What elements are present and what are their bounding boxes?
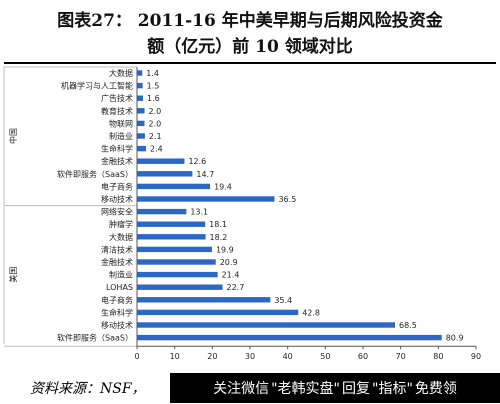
- banner-text-2: "老韩实盘": [271, 381, 340, 397]
- data-label: 2.1: [149, 132, 162, 141]
- group-label: 美国: [8, 267, 18, 283]
- data-label: 21.4: [222, 271, 240, 280]
- bar: [137, 145, 147, 152]
- bar: [137, 196, 275, 202]
- bar: [137, 234, 206, 240]
- category-label: 大数据: [109, 232, 133, 242]
- bar: [137, 322, 396, 328]
- x-tick-label: 90: [471, 352, 481, 361]
- data-label: 1.5: [147, 82, 160, 91]
- bar: [137, 297, 271, 303]
- banner-text-3: 回复: [342, 381, 370, 397]
- data-label: 36.5: [278, 195, 296, 204]
- category-label: 大数据: [109, 68, 133, 78]
- banner-text-4: "指标": [372, 381, 413, 397]
- group-label: 中国: [8, 128, 18, 144]
- bar: [137, 133, 145, 139]
- category-label: 移动技术: [101, 194, 133, 204]
- bar: [137, 183, 211, 190]
- data-label: 42.8: [302, 308, 320, 317]
- data-label: 2.0: [149, 119, 162, 128]
- category-label: 网络安全: [101, 207, 133, 217]
- category-label: 移动技术: [101, 320, 133, 330]
- data-label: 18.1: [209, 220, 227, 229]
- data-label: 20.9: [220, 258, 238, 267]
- category-label: LOHAS: [106, 283, 133, 292]
- bar: [137, 95, 144, 101]
- data-label: 19.4: [214, 182, 232, 191]
- category-label: 软件即服务（SaaS）: [57, 333, 133, 343]
- category-label: 广告技术: [101, 93, 133, 103]
- data-label: 1.6: [147, 94, 160, 103]
- x-tick-label: 60: [358, 352, 368, 361]
- data-label: 2.0: [149, 107, 162, 116]
- title-divider: [4, 62, 496, 64]
- bar: [137, 108, 145, 114]
- data-label: 12.6: [188, 157, 206, 166]
- category-label: 电子商务: [101, 181, 133, 191]
- bar: [137, 158, 185, 164]
- promo-banner: 关注微信 "老韩实盘" 回复 "指标" 免费领: [170, 373, 500, 403]
- data-label: 13.1: [190, 208, 208, 217]
- source-note: 资料来源：NSF，: [30, 381, 146, 397]
- bar: [137, 246, 212, 253]
- bar: [137, 334, 442, 341]
- data-label: 35.4: [274, 296, 292, 305]
- bar: [137, 284, 223, 290]
- footer: 资料来源：NSF， 关注微信 "老韩实盘" 回复 "指标" 免费领: [0, 372, 500, 404]
- bar: [137, 171, 193, 177]
- chart-title-line-2: 额（亿元）前 10 领域对比: [147, 37, 353, 57]
- data-label: 18.2: [210, 233, 228, 242]
- chart-area: 中国 大数据 1.4 机器学习与人工智能 1.5 广告技术 1.6 教育技术 2.0 物联网 2.0…: [0, 60, 500, 368]
- data-label: 80.9: [446, 334, 464, 343]
- bar: [137, 221, 206, 227]
- category-label: 清洁技术: [101, 244, 133, 254]
- x-tick-label: 0: [134, 352, 139, 361]
- banner-text-5: 免费领: [414, 381, 457, 397]
- data-label: 68.5: [399, 321, 417, 330]
- x-tick-label: 40: [283, 352, 293, 361]
- category-label: 金融技术: [101, 257, 133, 267]
- bar: [137, 208, 187, 215]
- category-label: 生命科学: [101, 144, 133, 154]
- category-label: 生命科学: [101, 307, 133, 317]
- category-label: 机器学习与人工智能: [61, 81, 133, 91]
- category-label: 肿瘤学: [109, 219, 133, 229]
- data-label: 1.4: [146, 69, 159, 78]
- x-tick-label: 30: [245, 352, 255, 361]
- chart-title-line-1: 图表27： 2011-16 年中美早期与后期风险投资金: [57, 11, 443, 31]
- x-tick-label: 10: [170, 352, 180, 361]
- bar: [137, 309, 299, 316]
- bar: [137, 271, 218, 278]
- category-label: 软件即服务（SaaS）: [57, 169, 133, 179]
- category-label: 金融技术: [101, 156, 133, 166]
- x-tick-label: 80: [433, 352, 443, 361]
- category-label: 制造业: [109, 270, 133, 280]
- x-tick-label: 50: [320, 352, 330, 361]
- bar: [137, 70, 143, 76]
- data-label: 22.7: [227, 283, 245, 292]
- x-tick-label: 70: [396, 352, 406, 361]
- data-label: 19.9: [216, 245, 234, 254]
- bar: [137, 259, 216, 265]
- data-label: 14.7: [196, 170, 214, 179]
- banner-text-1: 关注微信: [213, 381, 270, 397]
- category-label: 电子商务: [101, 295, 133, 305]
- data-label: 2.4: [150, 145, 163, 154]
- category-label: 制造业: [109, 131, 133, 141]
- category-label: 物联网: [109, 118, 133, 128]
- bar: [137, 82, 143, 89]
- category-label: 教育技术: [101, 106, 133, 116]
- bar: [137, 120, 145, 127]
- x-tick-label: 20: [207, 352, 217, 361]
